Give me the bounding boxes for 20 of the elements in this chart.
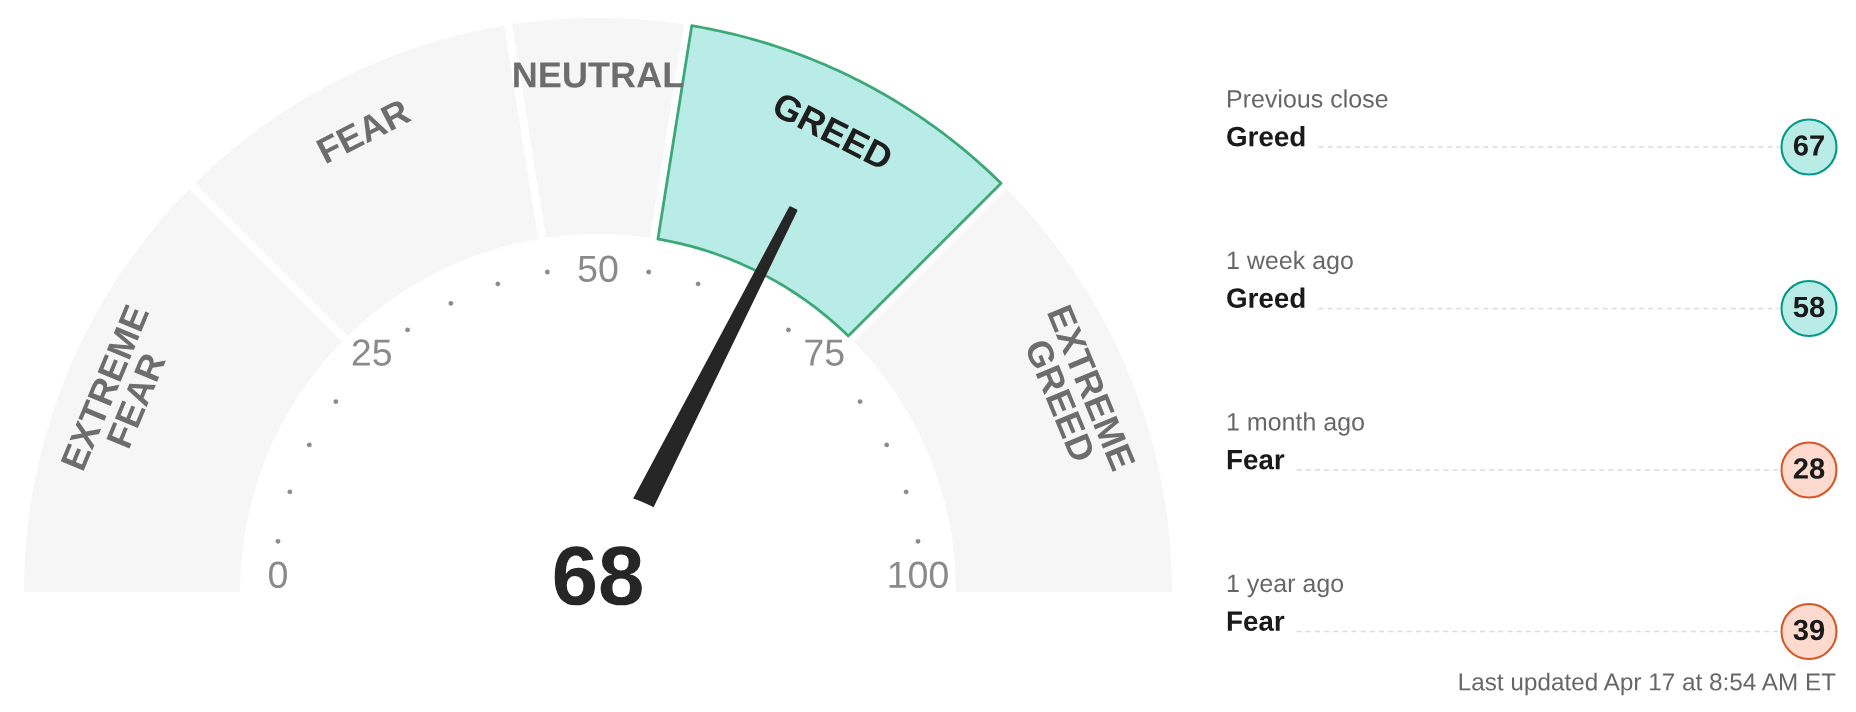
text: 50 [578, 255, 618, 283]
text: 75 [805, 339, 844, 366]
category-label: 1 month ago [1227, 412, 1364, 436]
category-label: 1 year ago [1227, 574, 1344, 598]
slice-label: NEUTRAL [514, 62, 684, 88]
text: 0 [269, 561, 287, 589]
text: 68 [554, 546, 642, 606]
data-label: 39 [1793, 619, 1825, 641]
data-label: 58 [1793, 296, 1825, 318]
text: 100 [889, 561, 948, 589]
data-label: 28 [1793, 458, 1825, 479]
category-label: Fear [1227, 611, 1285, 631]
category-label: 1 week ago [1227, 250, 1353, 275]
category-label: Greed [1227, 126, 1305, 147]
category-label: Previous close [1228, 89, 1388, 108]
data-label: 67 [1793, 135, 1824, 156]
text: Last updated Apr 17 at 8:54 AM ET [1459, 672, 1836, 696]
category-label: Greed [1227, 287, 1305, 308]
category-label: Fear [1227, 450, 1285, 470]
text: 25 [352, 339, 392, 366]
